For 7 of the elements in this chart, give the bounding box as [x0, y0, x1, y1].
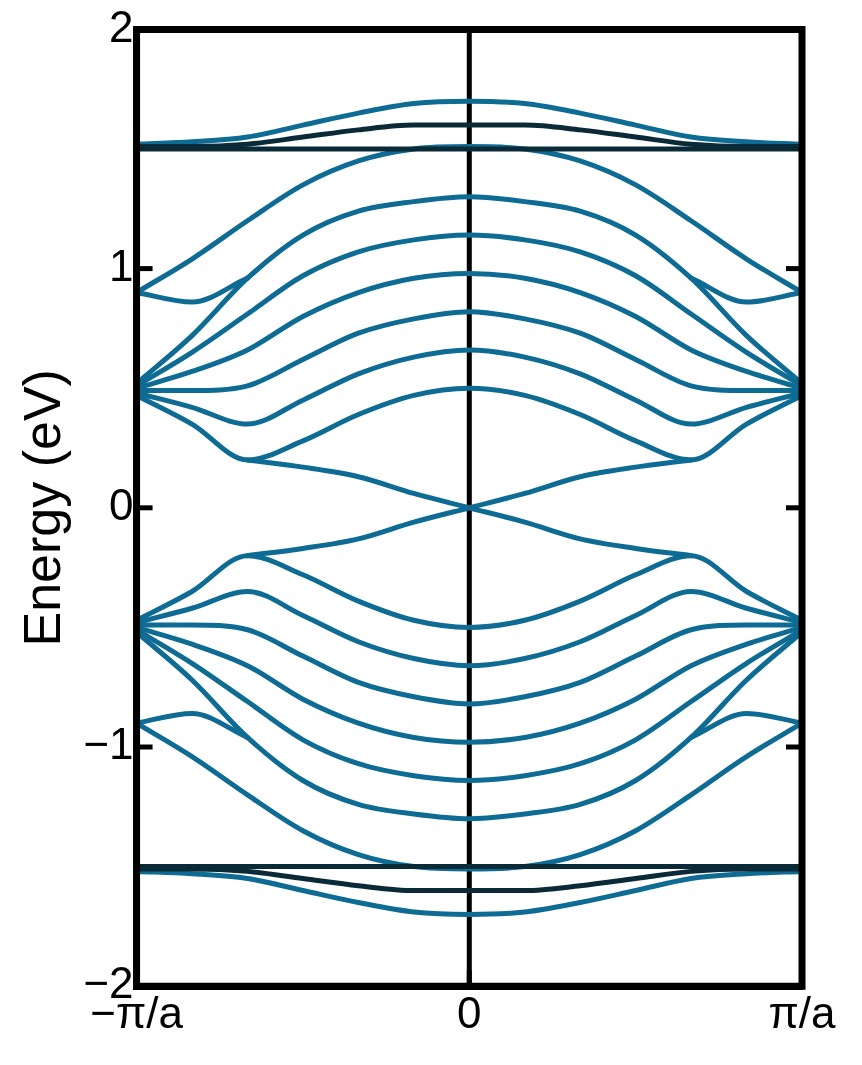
x-tick-label: 0 [457, 987, 482, 1037]
y-axis-title: Energy (eV) [12, 369, 71, 647]
y-tick-label: −1 [83, 719, 134, 769]
x-tick-label: π/a [768, 987, 837, 1037]
y-tick-label: 0 [109, 479, 134, 529]
y-tick-label: 1 [109, 240, 134, 290]
y-tick-label: 2 [109, 1, 134, 51]
